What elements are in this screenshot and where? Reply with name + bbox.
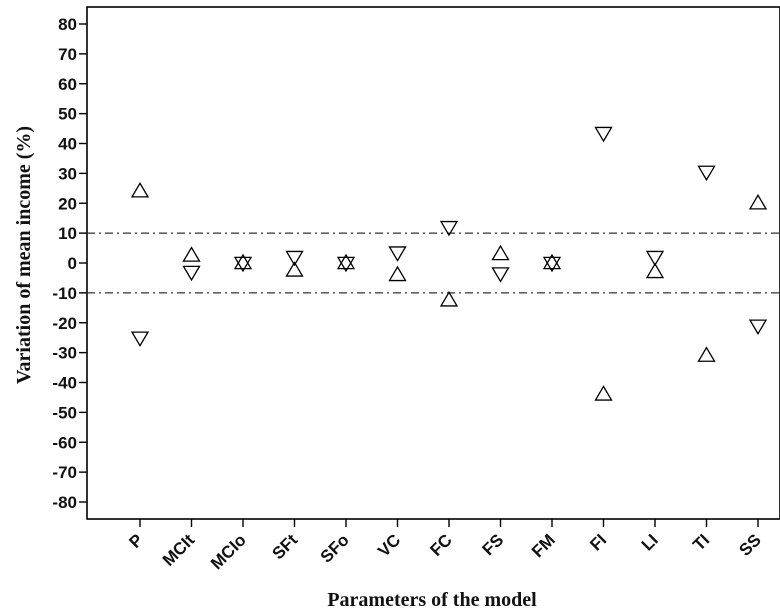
y-tick-label: 20 <box>58 194 77 213</box>
y-tick-label: -70 <box>52 463 77 482</box>
point-triangle-up <box>388 265 407 282</box>
point-triangle-down <box>336 256 356 273</box>
point-triangle-down <box>645 250 665 267</box>
point-triangle-down <box>388 246 407 262</box>
point-triangle-up <box>697 346 716 362</box>
x-tick-label: MCIo <box>207 530 250 573</box>
point-triangle-down <box>697 165 716 182</box>
point-triangle-up <box>594 385 613 401</box>
x-tick-label: P <box>125 530 146 551</box>
x-tick-label: FI <box>586 530 610 554</box>
x-tick-label: SFo <box>317 530 353 566</box>
point-triangle-down <box>130 331 150 347</box>
y-tick-label: 0 <box>68 254 77 273</box>
reference-lines <box>87 232 780 294</box>
y-tick-label: -80 <box>52 493 77 512</box>
point-triangle-down <box>182 265 201 282</box>
point-triangle-down <box>748 319 768 336</box>
x-tick-label: TI <box>689 530 713 554</box>
x-tick-label: FM <box>528 530 559 561</box>
plot-frame <box>86 6 780 520</box>
point-triangle-down <box>285 250 304 267</box>
data-points <box>130 126 768 401</box>
y-tick-label: -30 <box>52 344 77 363</box>
x-tick-label: FS <box>479 530 508 559</box>
point-triangle-down <box>439 220 459 237</box>
y-axis-label: Variation of mean income (%) <box>13 126 35 384</box>
y-tick-label: -10 <box>52 284 77 303</box>
y-axis: -80 -70 -60 -50 -40 -30 -20 -10 0 10 20 30 40 50 60 70 8… <box>52 15 87 512</box>
point-triangle-up <box>748 193 768 210</box>
x-tick-label: MCIt <box>159 530 199 570</box>
x-axis-label: Parameters of the model <box>327 589 537 611</box>
point-triangle-up <box>285 261 304 277</box>
point-triangle-down <box>233 256 253 273</box>
y-tick-label: -20 <box>52 314 77 333</box>
y-tick-label: 50 <box>58 105 77 124</box>
point-triangle-up <box>130 182 150 198</box>
y-tick-label: -60 <box>52 433 77 452</box>
y-tick-label: 70 <box>58 45 77 64</box>
y-tick-label: 10 <box>58 224 77 243</box>
x-tick-label: LI <box>638 530 662 554</box>
y-tick-label: 40 <box>58 135 77 154</box>
y-tick-label: -40 <box>52 374 77 393</box>
y-tick-label: -50 <box>52 403 77 422</box>
x-tick-label: SS <box>735 530 764 559</box>
y-tick-label: 80 <box>58 15 77 34</box>
point-triangle-down <box>491 267 510 283</box>
point-triangle-up <box>645 262 665 279</box>
point-triangle-down <box>542 256 562 273</box>
point-triangle-up <box>336 253 356 270</box>
point-triangle-up <box>439 291 459 307</box>
point-triangle-up <box>491 244 510 261</box>
y-tick-label: 60 <box>58 75 77 94</box>
y-tick-label: 30 <box>58 164 77 183</box>
x-tick-label: FC <box>426 530 455 559</box>
point-triangle-up <box>182 246 201 262</box>
x-axis: P MCIt MCIo SFt SFo VC FC FS FM FI LI TI SS <box>125 519 765 573</box>
point-triangle-up <box>542 253 562 270</box>
x-tick-label: VC <box>374 530 404 560</box>
point-triangle-up <box>233 253 253 270</box>
point-triangle-down <box>594 126 613 143</box>
x-tick-label: SFt <box>269 530 302 563</box>
